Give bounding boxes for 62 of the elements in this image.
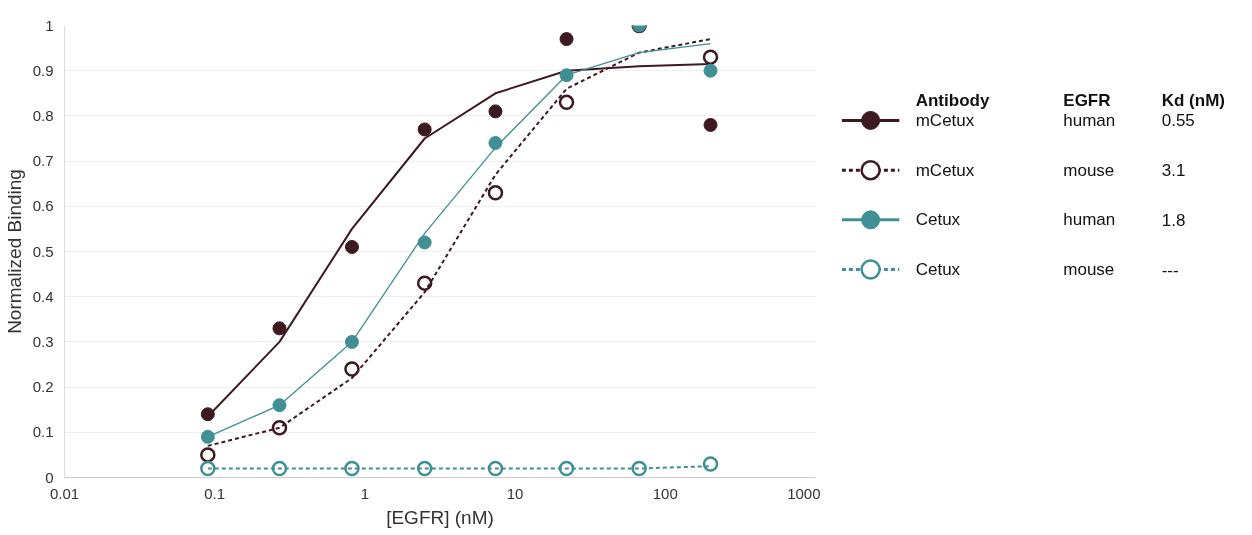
point (703, 117, 718, 132)
text: EGFR (1063, 90, 1111, 110)
text: human (1063, 210, 1116, 230)
y-tick-label: 0.6 (32, 197, 54, 215)
y-tick-label: 0.1 (32, 423, 54, 441)
point (200, 460, 216, 477)
legend-label: mCetux (915, 110, 975, 130)
y-tick-label: 0 (45, 468, 54, 486)
x-tick-label: 1000 (787, 484, 821, 502)
x-axis-title: [EGFR] (nM) (386, 506, 494, 528)
y-tick-label: 0.3 (32, 332, 54, 350)
x-tick-label: 10 (506, 484, 524, 502)
point (702, 49, 719, 65)
text: Antibody (915, 90, 990, 110)
point (488, 136, 503, 151)
text: mouse (1063, 160, 1115, 180)
y-tick-label: 0.5 (32, 242, 54, 260)
point (702, 456, 719, 472)
point (416, 460, 433, 477)
point (558, 94, 575, 111)
text: human (1063, 110, 1116, 130)
y-tick-label: 0.4 (32, 287, 54, 305)
point (488, 104, 503, 119)
point (487, 185, 504, 201)
point (416, 275, 433, 291)
y-tick-label: 0.8 (32, 106, 54, 124)
y-tick-label: 0.9 (32, 61, 54, 79)
legend-label: mCetux (915, 160, 975, 180)
point (344, 239, 359, 254)
text: 0.55 (1161, 111, 1195, 131)
y-axis-title: Normalized Binding (3, 169, 25, 334)
point (344, 460, 360, 477)
point (344, 334, 359, 349)
point (200, 407, 215, 422)
point (200, 429, 215, 444)
point (487, 460, 504, 477)
point (631, 460, 647, 477)
y-tick-label: 0.2 (32, 378, 54, 396)
point (271, 420, 288, 436)
text: Kd (nM) (1161, 90, 1225, 110)
legend-label: Cetux (915, 210, 961, 230)
x-tick-label: 100 (652, 484, 678, 502)
y-tick-label: 1 (45, 16, 54, 34)
point (559, 32, 574, 47)
text: mouse (1063, 260, 1115, 280)
point (417, 235, 432, 250)
point (271, 460, 288, 477)
x-tick-label: 1 (360, 484, 370, 502)
x-tick-label: 0.1 (204, 484, 226, 502)
point (272, 321, 287, 336)
x-tick-label: 0.01 (49, 484, 80, 502)
text: 1.8 (1161, 210, 1186, 230)
point (558, 460, 575, 477)
text: --- (1161, 260, 1179, 280)
point (703, 63, 718, 78)
legend-label: Cetux (915, 260, 961, 280)
point (272, 398, 287, 413)
text: 3.1 (1161, 161, 1186, 181)
point (417, 122, 432, 137)
point (559, 68, 574, 83)
point (344, 361, 360, 377)
y-tick-label: 0.7 (32, 152, 54, 170)
